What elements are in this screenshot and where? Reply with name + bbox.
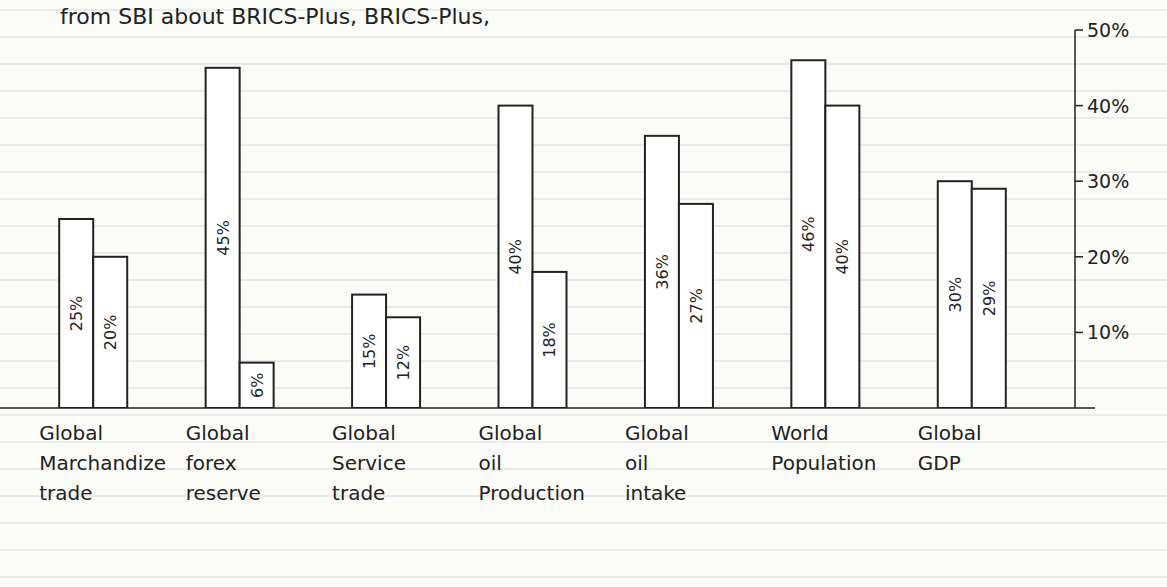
category-label-line: reserve: [186, 481, 261, 505]
y-tick: [1075, 105, 1083, 107]
bar: [59, 219, 93, 408]
category-label-line: oil: [479, 451, 502, 475]
category-label: Global oil intake: [625, 421, 689, 505]
chart: from SBI about BRICS-Plus, BRICS-Plus, 10…: [0, 0, 1167, 587]
bar: [791, 60, 825, 408]
data-label: 29%: [980, 281, 999, 317]
y-tick-label: 30%: [1087, 170, 1129, 192]
bar: [938, 181, 972, 408]
data-label: 27%: [687, 288, 706, 324]
category-label-line: trade: [39, 481, 92, 505]
data-label: 12%: [394, 345, 413, 381]
category-label-line: Global: [186, 421, 250, 445]
data-label: 15%: [360, 334, 379, 370]
category-label-line: oil: [625, 451, 648, 475]
category-label-line: Global: [332, 421, 396, 445]
category-label-line: Marchandize: [39, 451, 166, 475]
data-labels: 25% 20% 45% 6% 15% 12% 40% 18% 36% 27% 46% 40% 30% 29…: [67, 216, 999, 398]
category-label-line: intake: [625, 481, 687, 505]
category-label: Global Service trade: [332, 421, 406, 505]
bar: [499, 106, 533, 408]
paper-line: [0, 523, 1167, 524]
y-tick: [1075, 256, 1083, 258]
bar: [93, 257, 127, 408]
bar: [352, 295, 386, 408]
y-tick-label: 10%: [1087, 321, 1129, 343]
bar: [679, 204, 713, 408]
data-label: 36%: [653, 254, 672, 290]
data-label: 40%: [833, 239, 852, 275]
paper-line: [0, 37, 1167, 38]
category-label-line: Global: [625, 421, 689, 445]
paper-line: [0, 91, 1167, 92]
category-label-line: Global: [39, 421, 103, 445]
title: from SBI about BRICS-Plus, BRICS-Plus,: [60, 4, 490, 29]
category-label-line: trade: [332, 481, 385, 505]
data-label: 30%: [946, 277, 965, 313]
y-tick-label: 40%: [1087, 95, 1129, 117]
data-label: 25%: [67, 296, 86, 332]
data-label: 6%: [248, 373, 267, 398]
category-label: Global Marchandize trade: [39, 421, 166, 505]
category-label-line: Population: [771, 451, 876, 475]
bars: [59, 60, 1006, 408]
paper-line: [0, 442, 1167, 443]
category-label: Global oil Production: [479, 421, 585, 505]
y-tick-label: 50%: [1087, 19, 1129, 41]
paper-line: [0, 577, 1167, 578]
category-label-line: GDP: [918, 451, 961, 475]
paper-line: [0, 64, 1167, 65]
y-tick: [1075, 29, 1083, 31]
category-label-line: World: [771, 421, 828, 445]
bar: [825, 106, 859, 408]
category-label-line: Global: [479, 421, 543, 445]
paper-line: [0, 172, 1167, 173]
category-label: Global forex reserve: [186, 421, 261, 505]
category-label-line: Production: [479, 481, 585, 505]
data-label: 46%: [799, 216, 818, 252]
y-axis: [1074, 30, 1076, 408]
paper-line: [0, 145, 1167, 146]
bar: [240, 363, 274, 408]
paper-line: [0, 415, 1167, 416]
y-tick: [1075, 180, 1083, 182]
category-label-line: Global: [918, 421, 982, 445]
y-tick-label: 20%: [1087, 246, 1129, 268]
data-label: 20%: [101, 315, 120, 351]
data-label: 40%: [507, 239, 526, 275]
paper-line: [0, 469, 1167, 470]
category-label-line: Service: [332, 451, 406, 475]
y-tick: [1075, 332, 1083, 334]
paper-line: [0, 118, 1167, 119]
bar: [645, 136, 679, 408]
category-label: World Population: [771, 421, 876, 475]
bar: [533, 272, 567, 408]
category-label-line: forex: [186, 451, 237, 475]
bar: [386, 317, 420, 408]
paper-line: [0, 550, 1167, 551]
data-label: 45%: [214, 220, 233, 256]
category-label: Global GDP: [918, 421, 982, 475]
bar: [206, 68, 240, 408]
data-label: 18%: [541, 322, 560, 358]
bar: [972, 189, 1006, 408]
